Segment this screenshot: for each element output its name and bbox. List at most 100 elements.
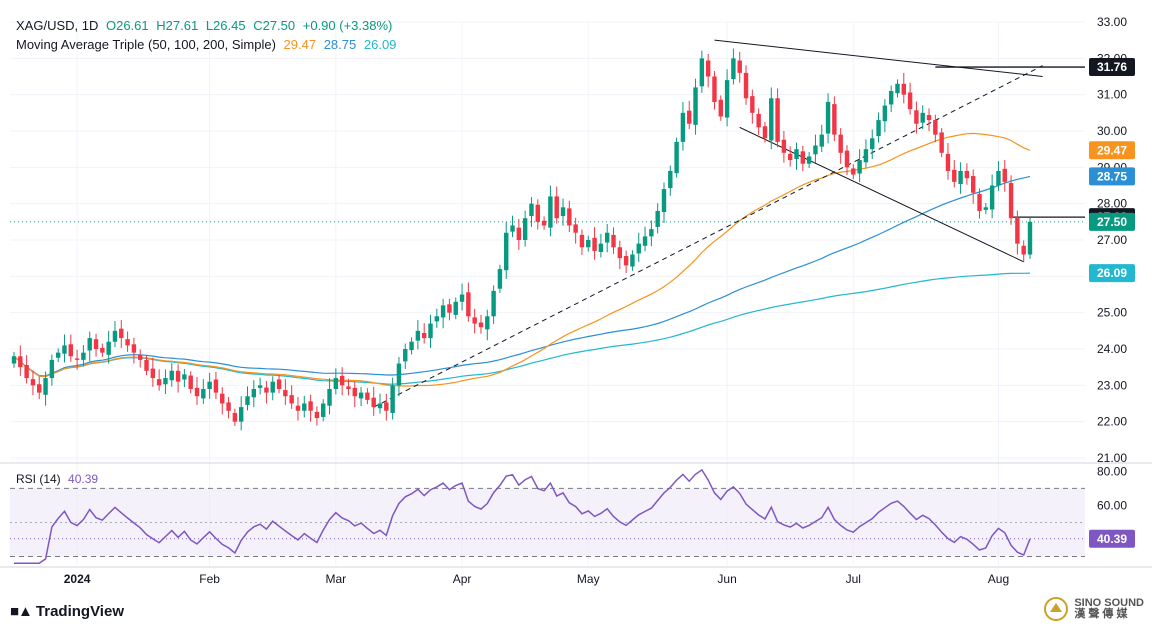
candle-body bbox=[144, 359, 149, 371]
price-badge-label: 28.75 bbox=[1097, 169, 1127, 183]
candle-body bbox=[693, 87, 698, 125]
ma200-line bbox=[13, 272, 1031, 385]
candle-body bbox=[264, 387, 269, 393]
tradingview-logo[interactable]: ■▲ TradingView bbox=[10, 603, 124, 620]
candle-body bbox=[939, 132, 944, 153]
candle-body bbox=[138, 354, 143, 360]
candle-body bbox=[844, 150, 850, 168]
candle-body bbox=[238, 407, 244, 422]
symbol-title[interactable]: XAG/USD, 1D bbox=[16, 18, 99, 33]
candle-body bbox=[857, 160, 862, 174]
candle-body bbox=[43, 378, 48, 395]
price-badge-label: 31.76 bbox=[1097, 60, 1127, 74]
candle-body bbox=[668, 170, 673, 189]
candle-body bbox=[485, 316, 490, 330]
candle-body bbox=[825, 101, 831, 134]
platform-name: TradingView bbox=[35, 603, 124, 620]
candle-body bbox=[434, 316, 440, 322]
candle-body bbox=[49, 359, 55, 379]
support-trendline-dashed bbox=[373, 65, 1043, 408]
candle-body bbox=[466, 292, 471, 317]
candle-body bbox=[93, 339, 99, 349]
candle-body bbox=[333, 378, 339, 389]
rsi-badge-label: 40.39 bbox=[1097, 532, 1127, 546]
candle-body bbox=[920, 112, 925, 123]
rsi-line bbox=[14, 468, 1031, 565]
candle-body bbox=[339, 375, 345, 386]
tradingview-icon: ■▲ bbox=[10, 603, 33, 620]
candle-body bbox=[150, 368, 156, 379]
candle-body bbox=[813, 145, 818, 155]
candle-body bbox=[251, 388, 257, 398]
price-tick-label: 31.00 bbox=[1097, 88, 1127, 102]
candle-body bbox=[321, 403, 326, 417]
candle-body bbox=[106, 341, 111, 355]
candle-body bbox=[352, 387, 357, 397]
candle-body bbox=[365, 392, 370, 400]
candle-body bbox=[926, 115, 932, 121]
candle-body bbox=[598, 243, 604, 252]
price-badge bbox=[1089, 264, 1135, 283]
candle-body bbox=[945, 153, 951, 171]
candle-body bbox=[888, 91, 894, 105]
price-tick-label: 30.00 bbox=[1097, 124, 1127, 138]
candle-body bbox=[687, 110, 692, 124]
candle-body bbox=[567, 208, 572, 226]
candle-body bbox=[289, 395, 294, 404]
time-tick-label: Jul bbox=[846, 572, 861, 586]
candle-body bbox=[1008, 182, 1014, 219]
candle-body bbox=[194, 387, 200, 397]
candle-body bbox=[472, 317, 477, 324]
candle-body bbox=[396, 363, 402, 386]
candle-body bbox=[1002, 168, 1007, 182]
candle-body bbox=[213, 379, 219, 393]
price-badge-label: 29.47 bbox=[1097, 143, 1127, 157]
price-badge bbox=[1089, 58, 1135, 77]
ma-label[interactable]: Moving Average Triple (50, 100, 200, Sim… bbox=[16, 37, 276, 52]
candle-body bbox=[377, 403, 383, 409]
rsi-label[interactable]: RSI (14) bbox=[16, 472, 61, 486]
price-tick-label: 28.00 bbox=[1097, 197, 1127, 211]
price-tick-label: 23.00 bbox=[1097, 378, 1127, 392]
candle-body bbox=[851, 168, 856, 175]
candle-body bbox=[933, 120, 938, 135]
time-tick-label: Apr bbox=[453, 572, 472, 586]
candle-body bbox=[655, 210, 660, 227]
candle-body bbox=[30, 379, 36, 386]
low-value: L26.45 bbox=[205, 18, 246, 33]
candle-body bbox=[573, 224, 578, 233]
candle-body bbox=[182, 374, 187, 380]
candle-body bbox=[156, 379, 162, 386]
candle-body bbox=[775, 98, 780, 142]
candle-body bbox=[996, 170, 1001, 186]
candle-body bbox=[188, 375, 193, 389]
watermark-line1: SINO SOUND bbox=[1074, 597, 1144, 609]
price-tick-label: 27.00 bbox=[1097, 233, 1127, 247]
candle-body bbox=[11, 356, 17, 364]
price-tick-label: 22.00 bbox=[1097, 415, 1127, 429]
candle-body bbox=[119, 328, 124, 339]
candle-body bbox=[914, 110, 919, 124]
candle-body bbox=[169, 370, 174, 381]
candle-body bbox=[548, 196, 553, 228]
candle-body bbox=[358, 392, 364, 399]
time-tick-label: Aug bbox=[988, 572, 1009, 586]
close-value: C27.50 bbox=[253, 18, 296, 33]
candle-body bbox=[737, 60, 742, 73]
candle-body bbox=[699, 58, 705, 87]
candle-body bbox=[112, 330, 118, 342]
candle-body bbox=[497, 269, 503, 289]
time-tick-label: May bbox=[577, 572, 600, 586]
candle-body bbox=[346, 386, 351, 389]
candle-body bbox=[491, 290, 496, 317]
candle-body bbox=[37, 384, 42, 393]
candle-body bbox=[302, 403, 307, 411]
symbol-legend: XAG/USD, 1D O26.61 H27.61 L26.45 C27.50 … bbox=[16, 18, 396, 33]
candle-body bbox=[907, 92, 913, 110]
candle-body bbox=[876, 120, 881, 137]
candle-body bbox=[295, 405, 301, 411]
candle-body bbox=[781, 139, 787, 153]
upper-wedge-line bbox=[714, 39, 1043, 77]
candle-body bbox=[201, 388, 206, 399]
